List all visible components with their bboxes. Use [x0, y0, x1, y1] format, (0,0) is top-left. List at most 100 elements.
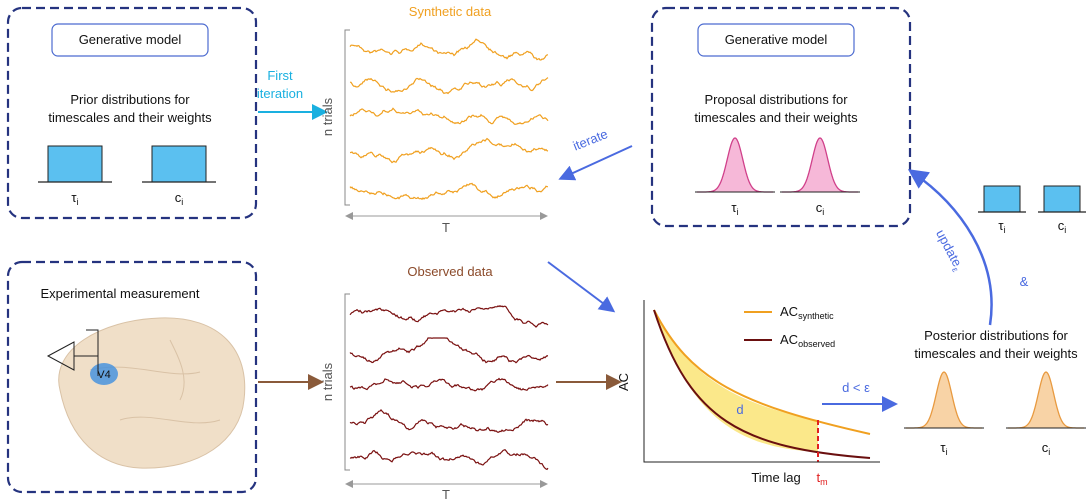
trace	[350, 137, 549, 164]
axis-label: T	[442, 487, 450, 502]
gaussian	[1008, 371, 1084, 429]
sub: i	[822, 207, 824, 217]
param-label: τi	[71, 190, 78, 207]
proposal-box	[650, 6, 912, 228]
area-label: V4	[97, 369, 110, 381]
caption: timescales and their weights	[694, 110, 858, 125]
trace	[349, 408, 549, 433]
sub: i	[181, 197, 183, 207]
symbol: c	[816, 200, 823, 215]
sub: i	[1004, 225, 1006, 235]
caption: Posterior distributions for	[924, 328, 1068, 343]
traces	[349, 305, 549, 471]
bracket	[344, 29, 350, 206]
trace	[349, 377, 549, 392]
sub: observed	[798, 339, 835, 349]
sub: i	[77, 197, 79, 207]
symbol: AC	[780, 304, 798, 319]
symbol: AC	[780, 332, 798, 347]
gaussian	[782, 137, 858, 193]
model-button	[697, 23, 855, 57]
caption: timescales and their weights	[48, 110, 212, 125]
observed-curve	[653, 309, 871, 459]
cutoff-label: tm	[816, 470, 827, 487]
iterate-label: iterate	[571, 126, 610, 153]
param-label: ci	[1042, 440, 1051, 457]
area-label: d	[736, 402, 743, 417]
small-prior	[983, 185, 1021, 213]
box-title: Experimental measurement	[41, 286, 200, 301]
symbol: τ	[731, 200, 737, 215]
gaussian	[697, 137, 773, 193]
gaussians	[904, 371, 1086, 429]
sub: i	[1064, 225, 1066, 235]
model-label: Generative model	[725, 32, 828, 47]
param-label: τi	[998, 218, 1005, 235]
panel-title: Observed data	[407, 264, 493, 279]
symbol: c	[1058, 218, 1065, 233]
trace	[349, 337, 549, 364]
sub: i	[946, 447, 948, 457]
param-label: ci	[1058, 218, 1067, 235]
symbol: τ	[940, 440, 946, 455]
prior-box	[6, 6, 258, 220]
trace	[349, 305, 549, 328]
trace	[349, 38, 549, 61]
electrode	[46, 329, 99, 376]
first-label: First	[267, 68, 293, 83]
trace	[349, 77, 549, 95]
trace	[349, 449, 549, 471]
update-label: updateε	[931, 227, 967, 274]
traces	[349, 38, 549, 201]
axis-label: AC	[616, 373, 631, 391]
brain	[58, 317, 246, 469]
panel-title: Synthetic data	[409, 4, 492, 19]
sub: m	[820, 477, 828, 487]
axis-label: n trials	[320, 362, 335, 401]
accept-label: d < ε	[842, 380, 870, 395]
trace	[349, 107, 549, 126]
symbol: τ	[998, 218, 1004, 233]
gaussians	[695, 137, 860, 193]
and-label: &	[1020, 274, 1029, 289]
caption: Prior distributions for	[70, 92, 190, 107]
trace	[349, 182, 548, 201]
uniform-prior	[47, 145, 103, 183]
symbol: c	[175, 190, 182, 205]
uniform-prior	[151, 145, 207, 183]
symbol: c	[1042, 440, 1049, 455]
axis-label: Time lag	[751, 470, 800, 485]
gaussian	[906, 371, 982, 429]
v4-area	[90, 363, 118, 385]
arrow	[547, 261, 616, 313]
sub: i	[737, 207, 739, 217]
axis-label: T	[442, 220, 450, 235]
param-label: τi	[940, 440, 947, 457]
caption: timescales and their weights	[914, 346, 1078, 361]
legend-label: ACobserved	[780, 332, 835, 349]
legend-label: ACsynthetic	[780, 304, 834, 321]
distance-area	[654, 310, 818, 452]
sub: i	[1048, 447, 1050, 457]
param-label: ci	[816, 200, 825, 217]
param-label: τi	[731, 200, 738, 217]
first-label: iteration	[257, 86, 303, 101]
caption: Proposal distributions for	[704, 92, 848, 107]
param-label: ci	[175, 190, 184, 207]
model-label: Generative model	[79, 32, 182, 47]
axes	[643, 300, 880, 463]
bracket	[344, 293, 350, 471]
update-arrow	[907, 169, 993, 326]
symbol: t	[816, 470, 820, 485]
model-button	[51, 23, 209, 57]
symbol: τ	[71, 190, 77, 205]
axis-label: n trials	[320, 97, 335, 136]
text: update	[933, 227, 965, 269]
measurement-box	[6, 260, 258, 494]
synthetic-curve	[653, 309, 871, 435]
sub: ε	[950, 265, 961, 273]
small-prior	[1043, 185, 1081, 213]
sub: synthetic	[798, 311, 834, 321]
arrow	[558, 145, 633, 181]
